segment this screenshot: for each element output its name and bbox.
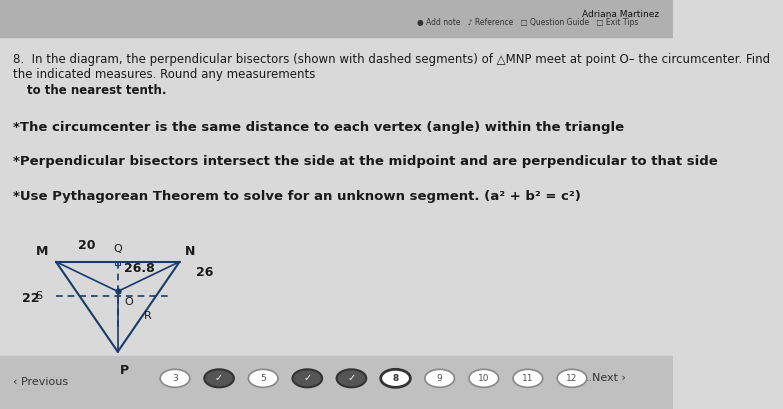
Text: Adriana Martinez: Adriana Martinez [583,10,659,19]
Circle shape [469,369,499,387]
Text: 3: 3 [172,374,178,383]
Text: 20: 20 [78,238,96,252]
Bar [0,0,673,37]
Text: 26: 26 [197,266,214,279]
Text: ✓: ✓ [215,373,223,383]
Circle shape [204,369,234,387]
Text: ● Add note   ♪ Reference   □ Question Guide   □ Exit Tips: ● Add note ♪ Reference □ Question Guide … [417,18,639,27]
Text: 22: 22 [22,292,39,305]
Bar [115,262,121,265]
Text: P: P [120,364,129,377]
Bar [0,356,673,409]
Text: ...: ... [586,373,597,383]
Circle shape [248,369,278,387]
Circle shape [513,369,543,387]
Text: 26.8: 26.8 [124,263,155,275]
Text: ‹ Previous: ‹ Previous [13,378,69,387]
Circle shape [381,369,410,387]
Text: O: O [124,297,133,307]
Circle shape [293,369,322,387]
Circle shape [425,369,454,387]
Text: Q: Q [114,244,122,254]
Text: 8.  In the diagram, the perpendicular bisectors (shown with dashed segments) of : 8. In the diagram, the perpendicular bis… [13,53,770,81]
Text: 10: 10 [478,374,489,383]
Text: Next ›: Next › [592,373,626,383]
Text: to the nearest tenth.: to the nearest tenth. [27,84,167,97]
Text: 8: 8 [392,374,399,383]
Circle shape [557,369,586,387]
Text: ✓: ✓ [303,373,312,383]
Text: *Use Pythagorean Theorem to solve for an unknown segment. (a² + b² = c²): *Use Pythagorean Theorem to solve for an… [13,190,581,203]
Text: *The circumcenter is the same distance to each vertex (angle) within the triangl: *The circumcenter is the same distance t… [13,121,625,134]
Text: 12: 12 [566,374,578,383]
Circle shape [161,369,189,387]
Text: R: R [144,311,152,321]
Text: M: M [36,245,49,258]
Text: S: S [35,290,42,301]
Circle shape [337,369,366,387]
Text: 5: 5 [260,374,266,383]
Text: 11: 11 [522,374,534,383]
Text: *Perpendicular bisectors intersect the side at the midpoint and are perpendicula: *Perpendicular bisectors intersect the s… [13,155,718,169]
Text: N: N [185,245,195,258]
Text: ✓: ✓ [348,373,355,383]
Text: 9: 9 [437,374,442,383]
